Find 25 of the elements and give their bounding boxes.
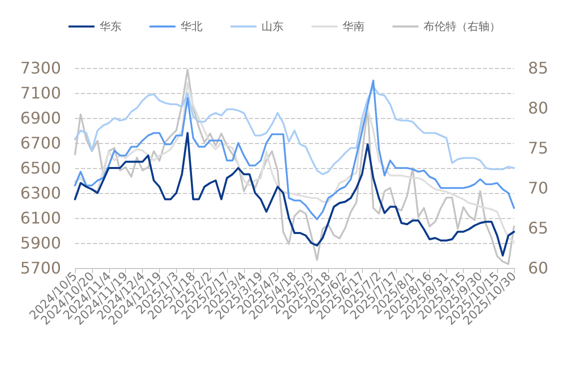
y-tick-label: 6300: [20, 184, 61, 202]
legend-label: 布伦特（右轴）: [424, 20, 500, 33]
y2-tick-label: 80: [528, 98, 548, 118]
line-series: [74, 68, 515, 265]
y2-tick-label: 75: [528, 138, 548, 158]
y2-tick-label: 70: [528, 178, 548, 198]
line-series: [74, 82, 515, 243]
y-tick-label: 6700: [20, 134, 61, 152]
legend-label: 山东: [262, 20, 284, 33]
y2-tick-label: 60: [528, 258, 548, 278]
line-series: [74, 132, 515, 256]
legend-label: 华东: [100, 20, 122, 33]
y2-tick-label: 65: [528, 218, 548, 238]
legend-label: 华北: [180, 20, 202, 33]
line-series: [74, 86, 515, 176]
legend-label: 华南: [342, 20, 364, 33]
y-tick-label: 5700: [20, 258, 61, 278]
y-tick-label: 7100: [20, 84, 61, 102]
y2-tick-label: 85: [528, 58, 548, 78]
y-tick-label: 5900: [20, 234, 61, 252]
y-tick-label: 6100: [20, 208, 61, 228]
y-tick-label: 6500: [20, 158, 61, 178]
y-tick-label: 6900: [20, 108, 61, 128]
line-series: [74, 80, 515, 220]
y-tick-label: 7300: [20, 58, 61, 78]
